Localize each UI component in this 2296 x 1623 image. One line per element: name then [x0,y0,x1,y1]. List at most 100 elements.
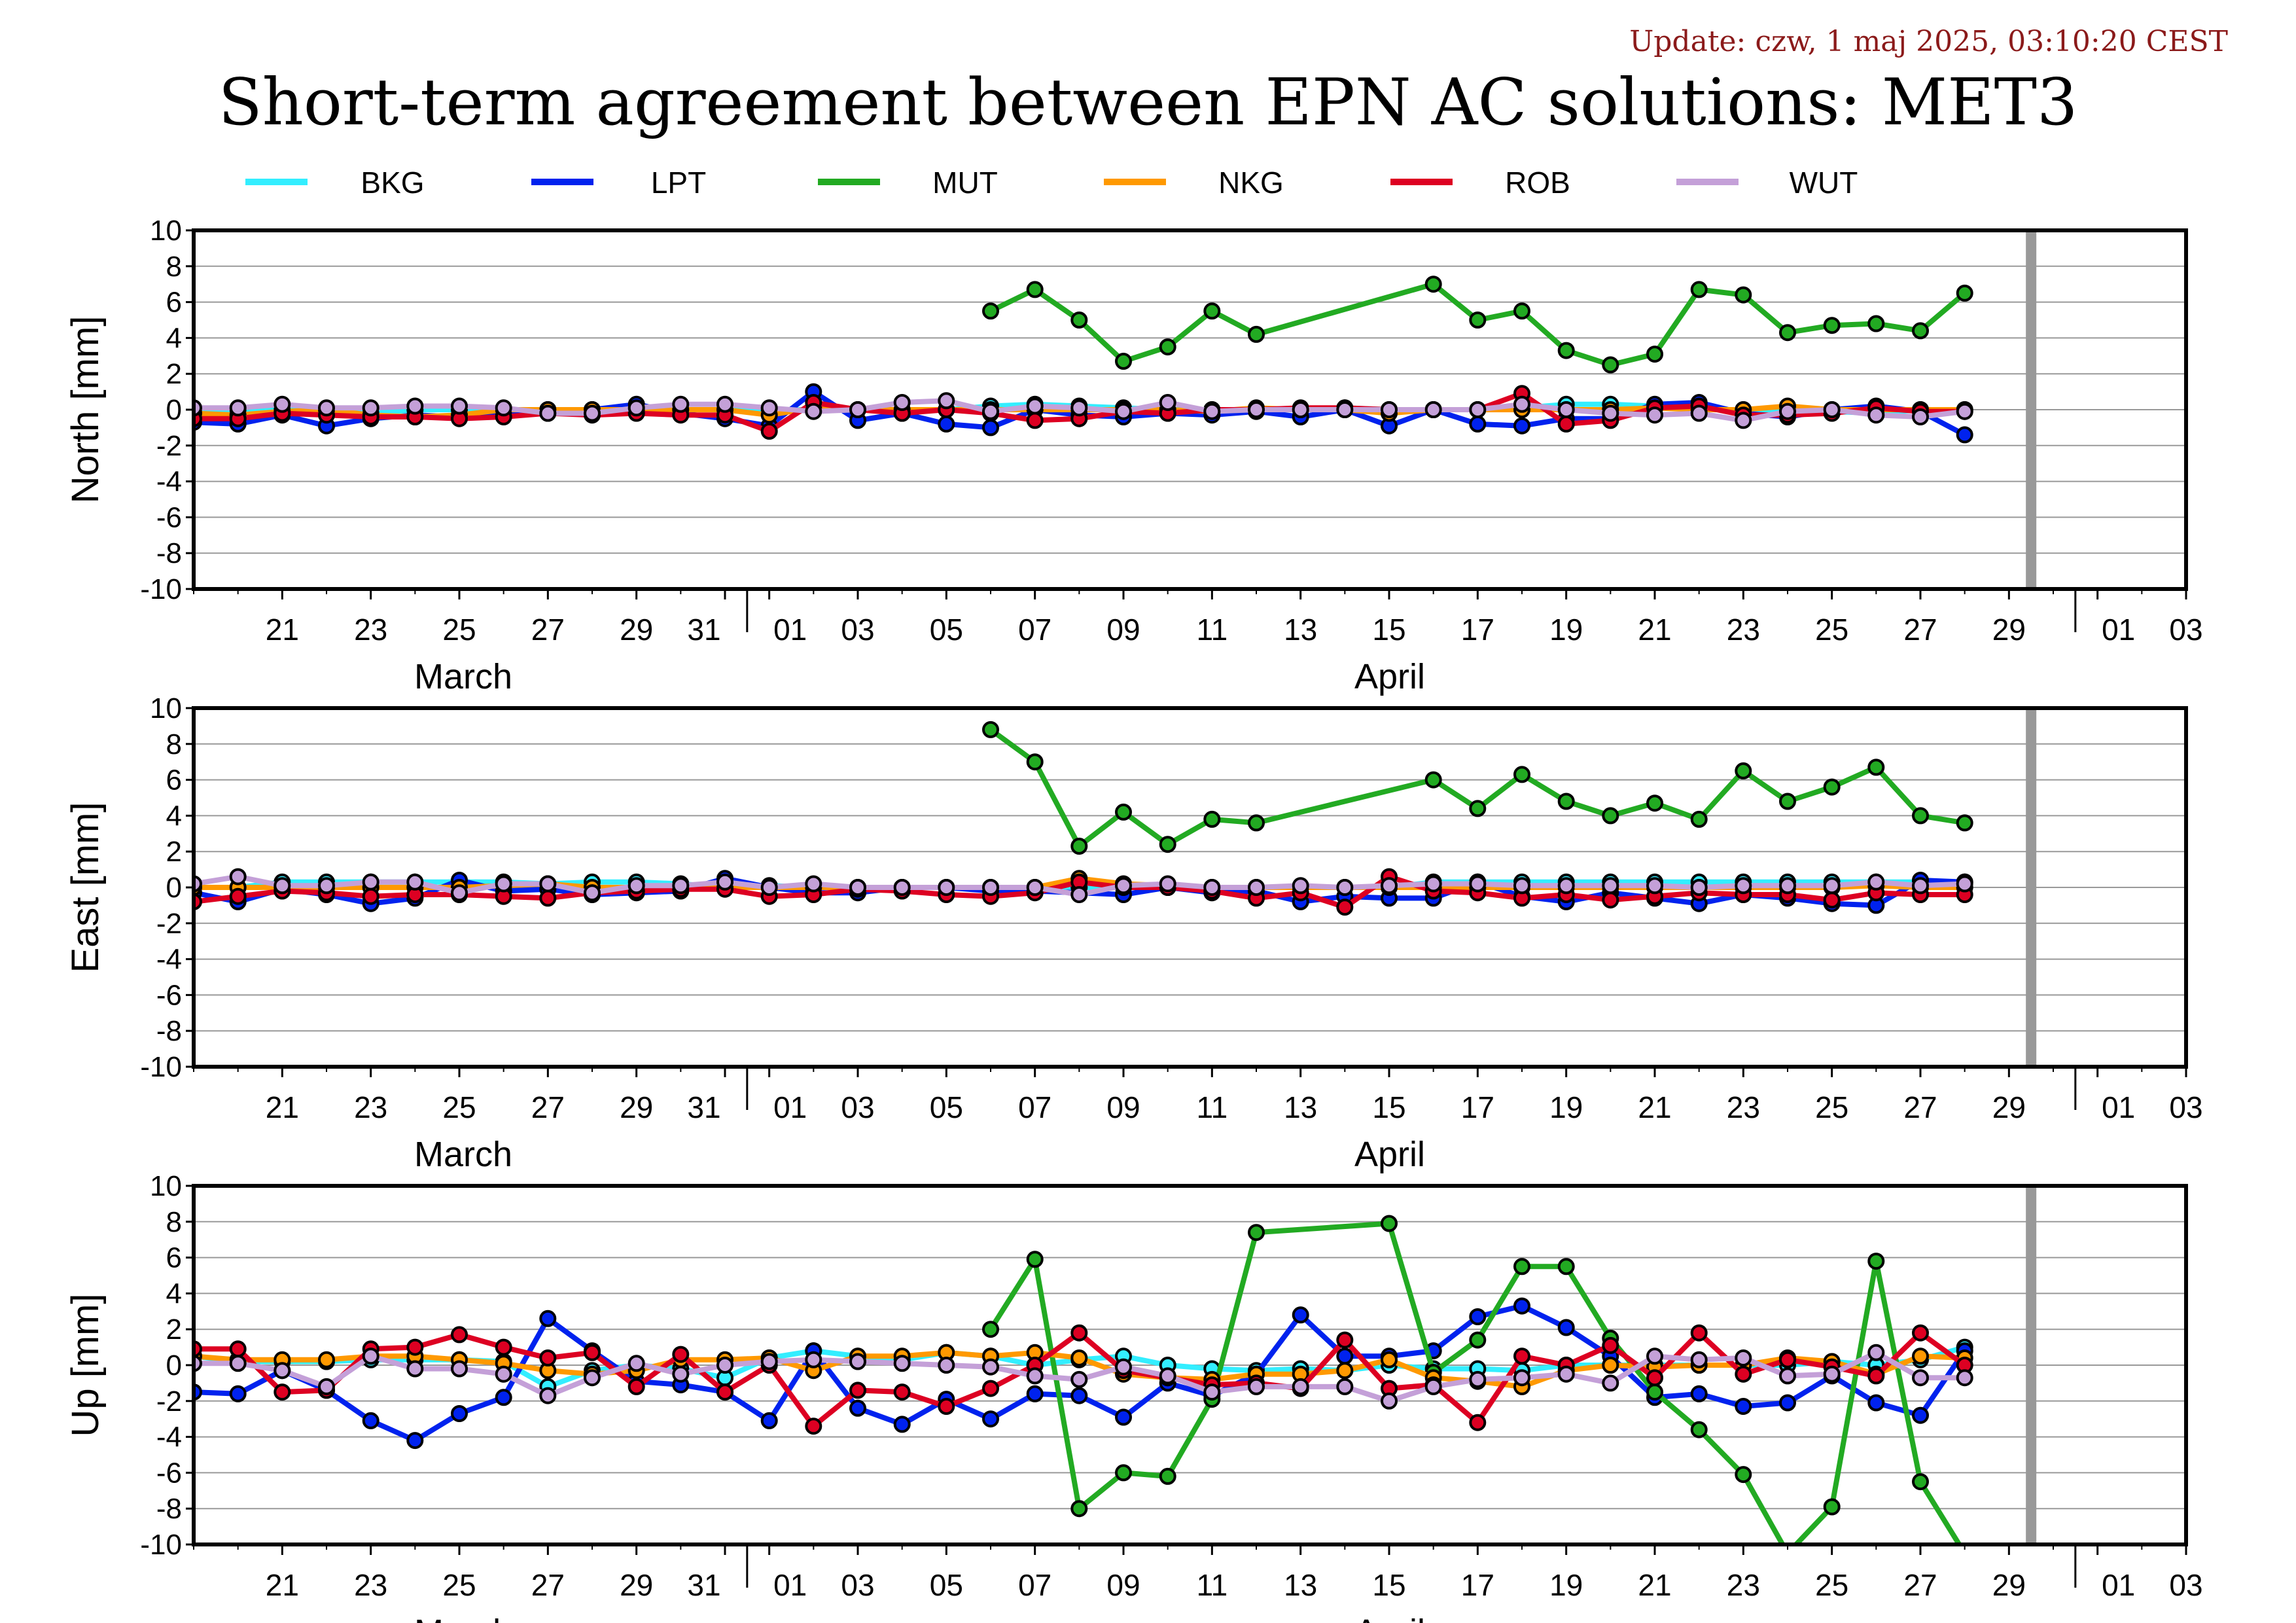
data-point-rob [1735,1365,1752,1383]
data-point-wut [1203,879,1221,896]
x-tick-label: 05 [930,1568,963,1602]
data-point-wut [1336,401,1354,418]
x-tick-label: 03 [2169,613,2202,647]
data-point-mut [982,1321,999,1338]
x-tick-label: 25 [1815,1568,1848,1602]
data-point-lpt [1026,1385,1044,1402]
data-point-rob [362,887,380,905]
y-tick-label: 6 [166,1242,182,1274]
data-point-mut [1159,338,1176,356]
y-tick-label: -2 [156,430,182,462]
data-point-rob [1779,1351,1796,1368]
data-point-wut [627,399,645,417]
data-point-wut [1513,395,1530,413]
x-tick-label: 25 [442,1090,476,1124]
data-point-rob [627,1378,645,1395]
y-tick-label: 2 [166,836,182,868]
data-point-wut [1956,875,1973,893]
data-point-rob [539,1349,557,1366]
x-tick-label: 15 [1372,1568,1405,1602]
y-tick-label: 2 [166,358,182,390]
legend-label-nkg: NKG [1218,166,1284,200]
data-point-wut [1735,877,1752,895]
month-label-march: March [414,657,512,696]
x-tick-label: 19 [1549,1090,1583,1124]
data-point-rob [495,1338,512,1356]
data-point-rob [1513,1347,1530,1365]
data-point-wut [1912,408,1929,425]
data-point-lpt [1469,415,1487,433]
data-point-lpt [1912,1406,1929,1424]
data-point-wut [1292,1378,1309,1395]
data-point-wut [1779,1367,1796,1385]
y-tick-label: -4 [156,944,182,976]
data-point-wut [893,394,911,411]
x-tick-label: 27 [531,1568,565,1602]
data-point-wut [1690,1351,1708,1368]
x-tick-label: 27 [1903,1568,1937,1602]
data-point-wut [1690,404,1708,422]
y-tick-label: -8 [156,1493,182,1525]
data-point-mut [1602,807,1619,825]
data-point-rob [849,1382,866,1399]
x-tick-label: 25 [442,613,476,647]
data-point-wut [849,401,866,418]
data-point-wut [893,1355,911,1372]
data-point-rob [716,1383,733,1401]
x-tick-label: 31 [687,1568,720,1602]
x-tick-label: 03 [841,613,874,647]
data-point-mut [1779,324,1796,342]
data-point-mut [1690,810,1708,828]
data-point-lpt [229,1385,247,1402]
x-tick-label: 13 [1284,1568,1317,1602]
y-tick-label: 10 [150,692,182,724]
chart-title: Short-term agreement between EPN AC solu… [218,65,2078,140]
x-tick-label: 01 [2102,1090,2135,1124]
data-point-wut [1424,875,1442,893]
data-point-lpt [982,419,999,437]
data-point-mut [1557,342,1575,359]
data-point-rob [672,1346,690,1363]
x-tick-label: 15 [1372,1090,1405,1124]
data-point-wut [1956,402,1973,420]
data-point-wut [1557,1365,1575,1383]
update-timestamp: Update: czw, 1 maj 2025, 03:10:20 CEST [1629,25,2228,58]
data-point-wut [1646,877,1663,895]
data-point-mut [1602,356,1619,374]
data-point-wut [318,877,335,895]
y-tick-label: -8 [156,537,182,569]
data-point-wut [627,877,645,895]
data-point-rob [1557,415,1575,433]
data-point-wut [1469,1370,1487,1388]
today-marker [2026,708,2037,1067]
data-point-wut [1513,1369,1530,1387]
data-point-wut [1646,1347,1663,1365]
data-point-rob [229,1340,247,1358]
y-tick-label: 0 [166,394,182,426]
x-tick-label: 29 [620,1568,653,1602]
x-tick-label: 03 [841,1568,874,1602]
data-point-lpt [1867,1394,1885,1412]
data-point-rob [1690,1324,1708,1342]
y-axis-label: North [mm] [64,316,107,504]
data-point-wut [982,879,999,896]
y-tick-label: 8 [166,1206,182,1238]
data-point-lpt [1690,1385,1708,1402]
x-tick-label: 29 [1992,1568,2026,1602]
x-tick-label: 13 [1284,613,1317,647]
data-point-wut [1557,401,1575,418]
data-point-rob [1469,1414,1487,1431]
data-point-rob [274,1383,291,1401]
data-point-rob [1646,1369,1663,1387]
data-point-mut [1424,276,1442,293]
data-point-rob [938,1398,955,1415]
data-point-rob [1602,891,1619,909]
y-tick-label: -10 [140,573,182,605]
data-point-mut [1912,807,1929,825]
data-point-rob [1026,412,1044,429]
data-point-lpt [362,1412,380,1429]
data-point-lpt [982,1410,999,1428]
data-point-mut [1248,814,1265,832]
data-point-wut [805,402,822,420]
